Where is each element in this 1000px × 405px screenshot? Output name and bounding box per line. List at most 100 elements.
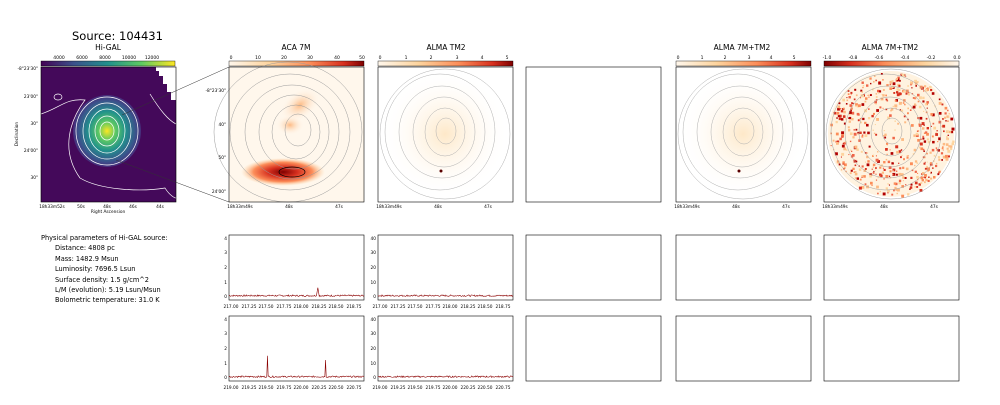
noise-speckle xyxy=(902,176,905,179)
noise-speckle xyxy=(840,169,843,171)
noise-speckle xyxy=(877,177,879,179)
noise-speckle xyxy=(870,82,872,85)
combo-colorbar xyxy=(675,60,812,67)
noise-speckle xyxy=(898,172,902,176)
noise-speckle xyxy=(925,111,928,114)
noise-speckle xyxy=(917,130,920,132)
noise-speckle xyxy=(905,92,908,95)
noise-speckle xyxy=(912,153,915,155)
param-surface-density: Surface density: 1.5 g/cm^2 xyxy=(55,275,149,284)
noise-speckle xyxy=(879,106,882,109)
noise-speckle xyxy=(931,92,935,95)
aca-dec-tick: 24'00" xyxy=(212,189,226,195)
noise-speckle xyxy=(900,156,902,159)
noise-speckle xyxy=(892,105,895,108)
noise-speckle xyxy=(909,186,913,189)
noise-speckle xyxy=(864,161,866,163)
noise-speckle xyxy=(916,81,919,83)
spec-ytick: 10 xyxy=(371,280,377,286)
spec-ytick: 1 xyxy=(224,361,227,367)
noise-speckle xyxy=(918,183,921,186)
aca-colorbar xyxy=(228,60,365,67)
noise-speckle xyxy=(923,132,926,134)
noise-speckle xyxy=(937,141,939,143)
noise-speckle xyxy=(843,147,847,151)
combo-cbar-tick: 3 xyxy=(748,55,751,61)
noise-speckle xyxy=(942,124,946,128)
physical-parameters: Physical parameters of Hi-GAL source: Di… xyxy=(41,233,168,306)
spec-xtick: 220.00 xyxy=(442,385,457,391)
combo2-colorbar xyxy=(823,60,960,67)
noise-speckle xyxy=(867,94,869,96)
spec-xtick: 218.00 xyxy=(293,304,308,310)
spec-xtick: 218.25 xyxy=(460,304,475,310)
spec-ytick: 1 xyxy=(224,280,227,286)
spec-xtick: 220.00 xyxy=(293,385,308,391)
noise-speckle xyxy=(935,162,938,165)
noise-speckle xyxy=(839,108,842,110)
noise-speckle xyxy=(830,145,832,147)
noise-speckle xyxy=(929,120,931,123)
tm2-cbar-tick: 3 xyxy=(456,55,459,61)
noise-speckle xyxy=(862,117,865,121)
noise-speckle xyxy=(896,165,898,167)
spectrum-line xyxy=(228,355,365,378)
noise-speckle xyxy=(898,92,902,96)
noise-speckle xyxy=(864,152,867,154)
tm2-spec2-frame xyxy=(377,315,514,382)
noise-speckle xyxy=(894,120,896,122)
noise-speckle xyxy=(888,184,890,186)
noise-speckle xyxy=(875,96,878,98)
tm2-spec2-yticks: 0 10 20 30 40 xyxy=(371,317,377,381)
spec-xtick: 220.75 xyxy=(346,385,361,391)
noise-speckle xyxy=(949,145,953,148)
noise-speckle xyxy=(836,111,840,115)
tm2-cbar-tick: 2 xyxy=(430,55,433,61)
noise-speckle xyxy=(944,116,947,119)
spec-xtick: 220.25 xyxy=(311,385,326,391)
aca-spec1-plot xyxy=(228,287,365,298)
noise-speckle xyxy=(943,130,945,133)
combo-cbar-tick: 5 xyxy=(793,55,796,61)
noise-speckle xyxy=(901,73,903,75)
noise-speckle xyxy=(862,86,864,89)
higal-ra-tick: 50s xyxy=(77,204,85,210)
noise-speckle xyxy=(917,100,920,103)
higal-ylabel: Declination xyxy=(14,122,20,147)
noise-speckle xyxy=(930,113,933,116)
noise-speckle xyxy=(916,134,919,137)
noise-speckle xyxy=(873,132,876,135)
noise-speckle xyxy=(899,109,901,111)
noise-speckle xyxy=(866,152,869,154)
tm2-spectrum-row2: 0 10 20 30 40 219.00 219.25 219.50 219.7… xyxy=(371,315,514,391)
noise-speckle xyxy=(883,178,885,180)
noise-speckle xyxy=(896,93,900,97)
noise-speckle xyxy=(884,133,887,136)
noise-speckle xyxy=(916,162,918,164)
tm2-ra-ticks: 18h33m49s 48s 47s xyxy=(376,204,492,210)
noise-speckle xyxy=(896,192,898,195)
noise-speckle xyxy=(926,132,929,136)
noise-speckle xyxy=(902,73,905,77)
noise-speckle xyxy=(855,104,857,107)
higal-xlabel: Right Ascension xyxy=(91,209,126,215)
noise-speckle xyxy=(840,110,844,113)
noise-speckle xyxy=(946,138,949,140)
combo2-colorbar-ticks: -1.0 -0.8 -0.6 -0.4 -0.2 0.0 xyxy=(823,55,961,61)
noise-speckle xyxy=(833,149,835,151)
tm2-frame xyxy=(377,66,514,203)
noise-speckle xyxy=(857,131,860,134)
noise-speckle xyxy=(938,98,941,101)
tm2-cbar-tick: 1 xyxy=(405,55,408,61)
noise-speckle xyxy=(898,181,901,185)
empty-spectrum-panel xyxy=(525,315,662,382)
noise-speckle xyxy=(892,82,896,86)
noise-speckle xyxy=(843,142,846,145)
noise-speckle xyxy=(846,97,848,99)
noise-speckle xyxy=(907,112,909,115)
noise-speckle xyxy=(875,93,878,95)
noise-speckle xyxy=(930,125,932,127)
higal-colorbar-ticks: 4000 6000 8000 10000 12000 xyxy=(53,55,159,61)
noise-speckle xyxy=(880,164,884,167)
noise-speckle xyxy=(870,94,872,96)
